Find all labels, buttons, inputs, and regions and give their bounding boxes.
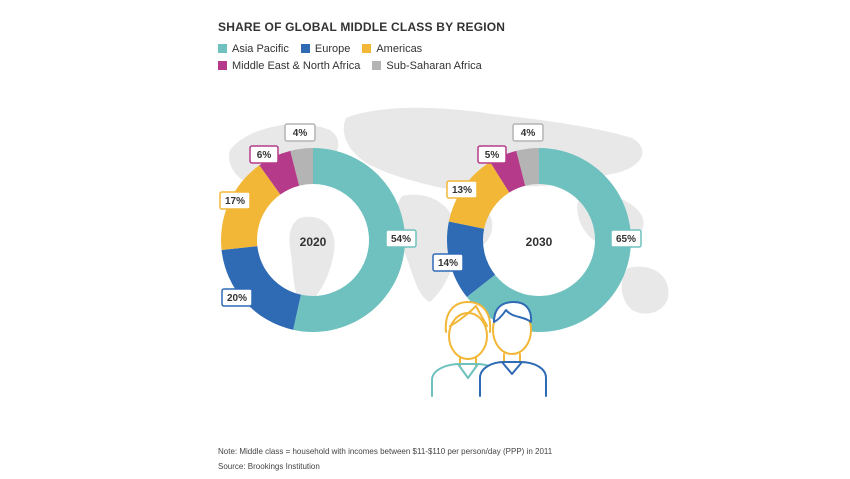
legend: Asia Pacific Europe Americas Middle East…	[218, 40, 494, 74]
data-label-2030-americas: 13%	[446, 180, 478, 199]
data-label-text-2020-americas: 17%	[225, 196, 245, 207]
legend-swatch-europe	[300, 44, 310, 53]
data-label-2020-ssa: 4%	[284, 123, 316, 142]
data-label-text-2020-mena: 6%	[257, 150, 272, 161]
data-label-2030-ssa: 4%	[512, 123, 544, 142]
data-label-2020-mena: 6%	[249, 145, 279, 164]
data-label-2020-europe: 20%	[221, 288, 253, 307]
woman-figure	[431, 301, 503, 397]
data-label-text-2020-asia-pacific: 54%	[391, 234, 411, 245]
footnote: Note: Middle class = household with inco…	[218, 447, 553, 456]
legend-swatch-mena	[218, 61, 227, 70]
slice-2020-ssa	[290, 148, 313, 186]
data-label-2020-americas: 17%	[219, 191, 251, 210]
data-label-2030-asia-pacific: 65%	[610, 229, 642, 248]
source-note: Source: Brookings Institution	[218, 462, 320, 471]
data-label-2020-asia-pacific: 54%	[385, 229, 417, 248]
donut-center-label-2020: 2020	[300, 235, 327, 249]
slice-2030-americas	[448, 162, 510, 229]
slice-2020-europe	[221, 246, 301, 330]
data-label-text-2030-ssa: 4%	[521, 128, 536, 139]
slice-2030-asia-pacific	[466, 148, 631, 332]
legend-label-asia-pacific: Asia Pacific	[232, 42, 289, 55]
legend-item-mena: Middle East & North Africa	[218, 60, 360, 72]
slice-2030-europe	[446, 221, 496, 298]
data-label-text-2020-ssa: 4%	[293, 128, 308, 139]
data-label-2030-mena: 5%	[477, 145, 507, 164]
legend-row-2: Middle East & North Africa Sub-Saharan A…	[218, 57, 494, 74]
donut-2030: 2030	[446, 148, 631, 332]
labels-2020: 54% 20% 17% 6% 4%	[219, 123, 417, 307]
people-illustration	[431, 301, 547, 397]
legend-swatch-asia-pacific	[218, 44, 227, 53]
data-label-text-2020-europe: 20%	[227, 293, 247, 304]
slice-2030-ssa	[516, 148, 539, 186]
legend-item-ssa: Sub-Saharan Africa	[372, 59, 482, 72]
slice-2020-asia-pacific	[293, 148, 405, 332]
legend-label-ssa: Sub-Saharan Africa	[386, 59, 482, 72]
data-label-text-2030-mena: 5%	[485, 150, 500, 161]
data-label-text-2030-americas: 13%	[452, 185, 472, 196]
legend-swatch-ssa	[372, 61, 382, 70]
legend-item-asia-pacific: Asia Pacific	[218, 43, 289, 55]
legend-row-1: Asia Pacific Europe Americas	[218, 40, 494, 57]
legend-item-americas: Americas	[362, 43, 422, 55]
legend-item-europe: Europe	[300, 42, 351, 55]
man-figure	[479, 301, 547, 397]
donut-center-label-2030: 2030	[526, 235, 553, 249]
legend-label-europe: Europe	[314, 42, 351, 55]
data-label-text-2030-asia-pacific: 65%	[616, 234, 636, 245]
labels-2030: 65% 14% 13% 5% 4%	[432, 123, 642, 272]
legend-label-mena: Middle East & North Africa	[232, 59, 361, 72]
chart-title: SHARE OF GLOBAL MIDDLE CLASS BY REGION	[218, 20, 506, 34]
legend-swatch-americas	[362, 44, 372, 53]
data-label-text-2030-europe: 14%	[438, 258, 458, 269]
data-label-2030-europe: 14%	[432, 253, 464, 272]
legend-label-americas: Americas	[376, 42, 423, 55]
